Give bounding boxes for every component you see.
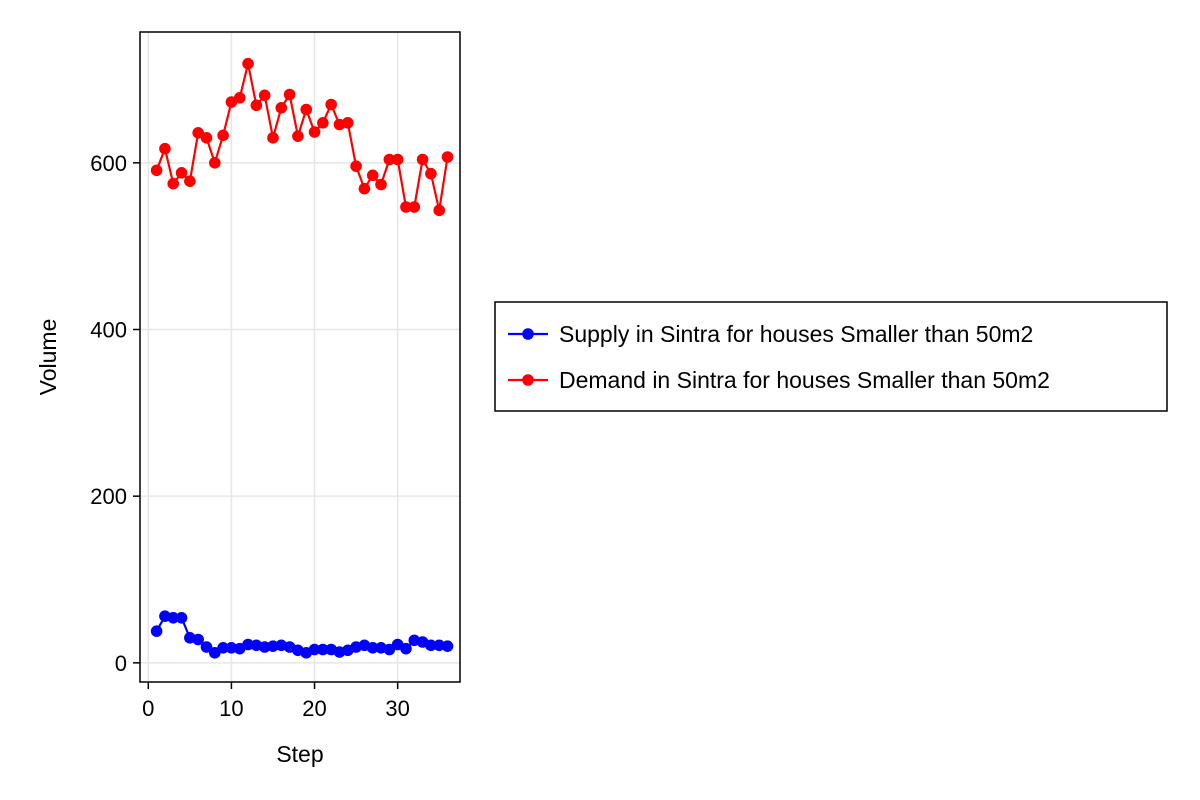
series-demand: [150, 57, 454, 217]
data-point: [150, 164, 163, 177]
data-point: [217, 129, 229, 142]
legend-label: Demand in Sintra for houses Smaller than…: [559, 367, 1050, 393]
x-axis-title: Step: [276, 741, 323, 767]
data-point: [258, 89, 271, 102]
data-point: [175, 167, 188, 179]
data-point: [242, 57, 254, 70]
data-point: [184, 175, 196, 187]
legend-item: Demand in Sintra for houses Smaller than…: [508, 367, 1050, 393]
data-point: [317, 643, 329, 656]
legend-label: Supply in Sintra for houses Smaller than…: [559, 321, 1033, 347]
data-point: [416, 153, 429, 166]
y-tick-label: 0: [115, 651, 127, 676]
data-point: [366, 642, 379, 654]
data-point: [200, 641, 213, 653]
data-point: [275, 102, 288, 114]
data-point: [192, 633, 204, 646]
data-point: [292, 130, 304, 142]
data-point: [192, 127, 204, 139]
data-point: [317, 117, 329, 129]
data-point: [400, 201, 412, 213]
data-point: [425, 167, 437, 180]
legend-marker: [522, 328, 534, 340]
data-point: [267, 132, 279, 144]
series-supply: [150, 610, 454, 659]
data-point: [283, 88, 296, 101]
data-point: [341, 117, 354, 129]
data-point: [233, 92, 246, 104]
plot-frame: [139, 31, 461, 683]
data-point: [391, 153, 404, 166]
data-point: [308, 126, 321, 138]
data-point: [441, 151, 454, 163]
data-point: [358, 182, 371, 195]
data-point: [209, 647, 221, 659]
data-point: [159, 142, 171, 155]
data-point: [350, 160, 362, 172]
series-layer: [150, 57, 454, 659]
legend-item: Supply in Sintra for houses Smaller than…: [508, 321, 1033, 347]
data-point: [433, 204, 446, 217]
data-point: [217, 642, 229, 654]
data-point: [300, 103, 313, 116]
data-point: [250, 99, 263, 112]
legend-marker: [522, 374, 534, 386]
data-point: [175, 612, 188, 624]
x-tick-label: 20: [302, 696, 326, 721]
data-point: [325, 98, 337, 111]
data-point: [167, 612, 180, 624]
data-point: [366, 169, 379, 182]
data-point: [425, 639, 437, 652]
data-point: [375, 178, 387, 191]
data-point: [150, 625, 163, 637]
data-point: [383, 153, 396, 166]
data-point: [209, 157, 221, 169]
legend: Supply in Sintra for houses Smaller than…: [494, 301, 1168, 412]
y-axis-title: Volume: [35, 319, 61, 396]
x-tick-label: 0: [142, 696, 154, 721]
data-point: [408, 201, 421, 213]
data-point: [200, 132, 213, 144]
y-tick-label: 400: [90, 318, 127, 343]
data-point: [383, 643, 396, 656]
y-tick-label: 200: [90, 484, 127, 509]
legend-box: [494, 301, 1168, 412]
x-tick-label: 30: [385, 696, 409, 721]
y-tick-label: 600: [90, 151, 127, 176]
legend-items: Supply in Sintra for houses Smaller than…: [508, 321, 1050, 393]
data-point: [441, 640, 454, 652]
x-tick-label: 10: [219, 696, 243, 721]
axis-ticks: [133, 162, 399, 689]
data-point: [308, 643, 321, 656]
data-point: [167, 177, 180, 190]
data-point: [400, 642, 412, 655]
axis-tick-labels: 0 10 20 30 0 200 400 600: [90, 151, 410, 721]
